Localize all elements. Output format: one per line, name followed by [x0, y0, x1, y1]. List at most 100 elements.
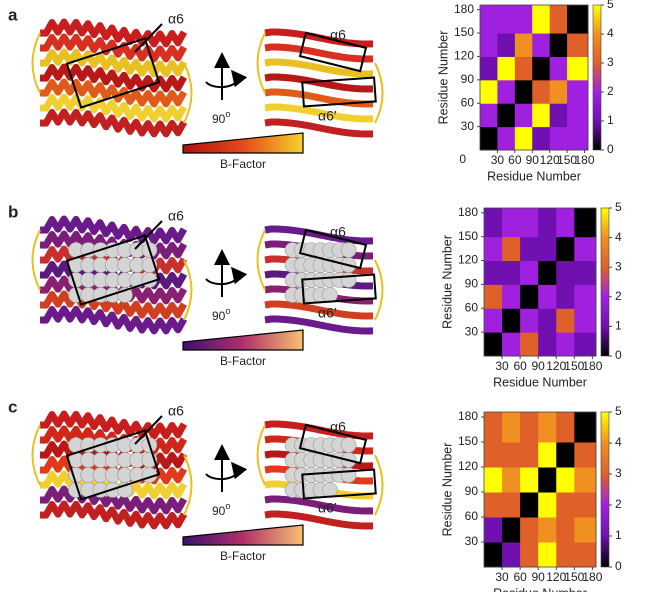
heatmap-cell	[502, 284, 521, 309]
heatmap-cell	[484, 517, 503, 543]
rotation-unit: o	[225, 109, 230, 119]
colorbar	[600, 207, 610, 357]
rotation-value: 90	[212, 112, 226, 126]
heatmap-cell	[538, 236, 557, 262]
heatmap-cell	[502, 308, 521, 333]
heatmap-cell	[538, 284, 557, 309]
rotation-value: 90	[212, 309, 226, 323]
x-tick-label: 180	[575, 153, 595, 167]
helix-box	[298, 423, 368, 465]
helix-box	[298, 31, 368, 73]
helix-ribbon	[39, 33, 188, 63]
helix-ribbon	[39, 78, 188, 108]
helix-ribbon	[39, 230, 188, 260]
heatmap-cell	[497, 33, 516, 57]
heatmap-cell	[484, 284, 503, 309]
rotation-label: 90o	[212, 501, 230, 518]
helix-box	[301, 76, 377, 108]
heatmap-cell	[480, 79, 498, 104]
x-tick-label: 120	[546, 570, 566, 584]
y-tick-label: 120	[458, 459, 478, 473]
colorbar-tick-label: 5	[607, 0, 614, 11]
y-tick-label: 90	[465, 277, 479, 291]
heatmap-cell	[484, 332, 503, 357]
heatmap-cell	[484, 412, 503, 443]
helix-box	[301, 273, 377, 305]
ligand-sphere	[340, 242, 357, 258]
helix-ribbon	[264, 73, 374, 93]
loop	[31, 424, 193, 516]
heatmap-cell	[574, 208, 597, 238]
helix-ribbon	[39, 425, 188, 455]
helix-ribbon	[264, 420, 374, 440]
heatmap-frame	[483, 207, 597, 357]
x-tick-label: 90	[532, 570, 546, 584]
heatmap-cell	[502, 260, 521, 285]
x-tick-label: 30	[491, 153, 505, 167]
helix-ribbon	[264, 103, 374, 123]
heatmap-cell	[520, 260, 539, 285]
helix-box	[298, 228, 368, 270]
x-tick-label: 90	[532, 359, 546, 373]
heatmap-cell	[532, 33, 551, 57]
y-tick-label: 90	[461, 72, 475, 86]
helix-ribbon	[39, 63, 188, 93]
y-tick-label: 30	[465, 534, 479, 548]
helix-ribbon	[39, 500, 188, 530]
panel-label: b	[8, 202, 18, 221]
helix-ribbon	[264, 300, 374, 320]
heatmap-cell	[514, 5, 533, 34]
helix-ribbon	[264, 495, 374, 515]
heatmap-cell	[520, 542, 539, 568]
colorbar-tick-label: 0	[607, 142, 614, 156]
rotation-arrow	[205, 266, 248, 286]
y-tick-label: 120	[454, 49, 474, 63]
heatmap-cell	[549, 5, 568, 34]
heatmap-cell	[556, 208, 575, 238]
x-tick-label: 120	[546, 359, 566, 373]
heatmap-cell	[502, 208, 521, 238]
helix-ribbon	[39, 108, 188, 138]
y-tick-label: 90	[465, 484, 479, 498]
colorbar-tick-label: 1	[615, 319, 622, 333]
heatmap-cell	[567, 5, 589, 34]
colorbar-tick-label: 0	[615, 559, 622, 573]
heatmap-cell	[497, 126, 516, 151]
y-tick-label: 30	[461, 119, 475, 133]
helix-ribbon	[264, 28, 374, 48]
helix-label: α6	[168, 403, 184, 419]
heatmap-cell	[497, 56, 516, 81]
y-tick-label: 60	[461, 95, 475, 109]
y-tick-label: 120	[458, 253, 478, 267]
panel-label: c	[8, 397, 17, 416]
rotation-arrow	[205, 461, 248, 481]
helix-ribbon	[39, 93, 188, 123]
x-tick-label: 60	[513, 359, 527, 373]
x-tick-label: 60	[508, 153, 522, 167]
helix-ribbon	[264, 58, 374, 78]
heatmap-cell	[556, 542, 575, 568]
heatmap-cell	[480, 103, 498, 128]
helix-ribbon	[39, 305, 188, 335]
y-tick-label: 150	[458, 434, 478, 448]
heatmap-cell	[520, 412, 539, 443]
heatmap-cell	[538, 467, 557, 493]
x-tick-label: 150	[564, 570, 584, 584]
heatmap-cell	[520, 442, 539, 468]
colorbar-tick-label: 3	[615, 466, 622, 480]
colorbar-tick-label: 4	[615, 230, 622, 244]
colorbar-tick-label: 3	[615, 259, 622, 273]
heatmap-cell	[484, 467, 503, 493]
rotation-arrow	[205, 69, 248, 89]
heatmap-cell	[514, 103, 533, 128]
heatmap-cell	[532, 103, 551, 128]
heatmap-cell	[480, 5, 498, 34]
origin-tick-label: 0	[459, 152, 466, 166]
heatmap-cell	[556, 467, 575, 493]
heatmap-cell	[574, 308, 597, 333]
heatmap-cell	[532, 56, 551, 81]
y-axis-label: Residue Number	[440, 235, 454, 329]
helix-label: α6′	[318, 108, 337, 124]
gradient-label: B-Factor	[220, 354, 266, 368]
